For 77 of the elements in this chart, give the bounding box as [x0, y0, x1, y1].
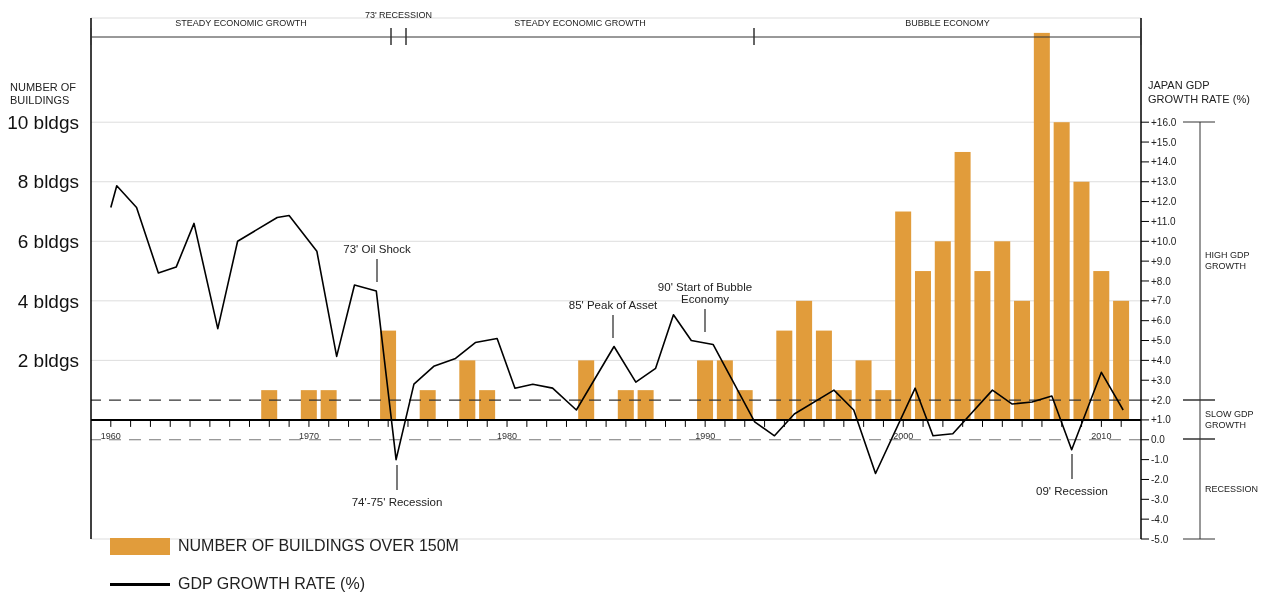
bar [796, 300, 813, 420]
annotation: BUBBLE ECONOMY [905, 18, 990, 28]
x-tick-label: 1980 [497, 430, 518, 441]
bar [1073, 181, 1090, 420]
y-tick-label: 6 bldgs [17, 231, 79, 253]
bar [637, 390, 654, 420]
bar [1053, 122, 1070, 420]
bar [1033, 32, 1050, 420]
x-tick-label: 1990 [695, 430, 716, 441]
y2-tick-label: +13.0 [1151, 176, 1177, 188]
x-tick-label: 1970 [298, 430, 319, 441]
y-tick-label: 10 bldgs [7, 111, 79, 133]
y2-tick-label: +12.0 [1151, 196, 1177, 208]
y2-tick-label: +7.0 [1151, 295, 1172, 307]
bar [934, 241, 951, 420]
bar [261, 390, 278, 420]
bar [1014, 300, 1031, 420]
y-tick-label: 2 bldgs [17, 350, 79, 372]
bar [815, 330, 832, 420]
y-axis-title: NUMBER OF BUILDINGS [10, 81, 77, 107]
bar [697, 360, 714, 420]
y2-tick-label: +11.0 [1151, 215, 1176, 227]
y2-tick-label: +5.0 [1151, 335, 1172, 347]
y2-tick-label: -4.0 [1151, 513, 1169, 525]
y2-tick-label: +16.0 [1151, 116, 1177, 128]
annotation: 74'-75' Recession [350, 496, 444, 508]
bar [895, 211, 912, 420]
annotation: STEADY ECONOMIC GROWTH [175, 18, 307, 28]
text: SLOW GDP GROWTH [1205, 408, 1255, 431]
bar [1093, 271, 1110, 420]
bar [994, 241, 1011, 420]
bar [875, 390, 892, 420]
annotation: STEADY ECONOMIC GROWTH [514, 18, 646, 28]
bar [617, 390, 634, 420]
annotation: 90' Start of Bubble Economy [657, 281, 753, 305]
x-tick-label: 2010 [1091, 430, 1112, 441]
y2-tick-label: +8.0 [1151, 275, 1172, 287]
annotation: 85' Peak of Asset [567, 299, 659, 311]
x-tick-label: 2000 [893, 430, 914, 441]
bar [459, 360, 476, 420]
bar [974, 271, 991, 420]
y2-tick-label: -3.0 [1151, 493, 1169, 505]
bar [479, 390, 496, 420]
y2-tick-label: +9.0 [1151, 255, 1172, 267]
y2-tick-label: +4.0 [1151, 354, 1172, 366]
annotation: 73' RECESSION [364, 10, 433, 20]
text: HIGH GDP GROWTH [1205, 250, 1251, 272]
y2-tick-label: 0.0 [1151, 434, 1166, 446]
y2-tick-label: +14.0 [1151, 156, 1177, 168]
legend-label: NUMBER OF BUILDINGS OVER 150M [178, 537, 459, 555]
bar [320, 390, 337, 420]
text: RECESSION [1205, 483, 1259, 495]
y-tick-label: 8 bldgs [17, 171, 79, 193]
y2-tick-label: -2.0 [1151, 474, 1169, 486]
bar [300, 390, 317, 420]
y2-axis-title: JAPAN GDP GROWTH RATE (%) [1148, 78, 1251, 106]
y-tick-label: 4 bldgs [17, 290, 79, 312]
bar [914, 271, 931, 420]
bar [716, 360, 733, 420]
bar [419, 390, 436, 420]
bar [578, 360, 595, 420]
y2-tick-label: -1.0 [1151, 454, 1169, 466]
annotation: 09' Recession [1035, 485, 1109, 497]
bar [855, 360, 872, 420]
y2-tick-label: -5.0 [1151, 533, 1169, 545]
y2-tick-label: +10.0 [1151, 235, 1177, 247]
y2-tick-label: +15.0 [1151, 136, 1177, 148]
y2-tick-label: +1.0 [1151, 414, 1172, 426]
y2-tick-label: +3.0 [1151, 374, 1172, 386]
bar [1113, 300, 1130, 420]
annotation: 73' Oil Shock [342, 243, 412, 255]
bar [776, 330, 793, 420]
y2-tick-label: +6.0 [1151, 315, 1172, 327]
y2-tick-label: +2.0 [1151, 394, 1172, 406]
legend-label: GDP GROWTH RATE (%) [178, 575, 365, 593]
bar [954, 151, 971, 420]
x-tick-label: 1960 [100, 430, 121, 441]
